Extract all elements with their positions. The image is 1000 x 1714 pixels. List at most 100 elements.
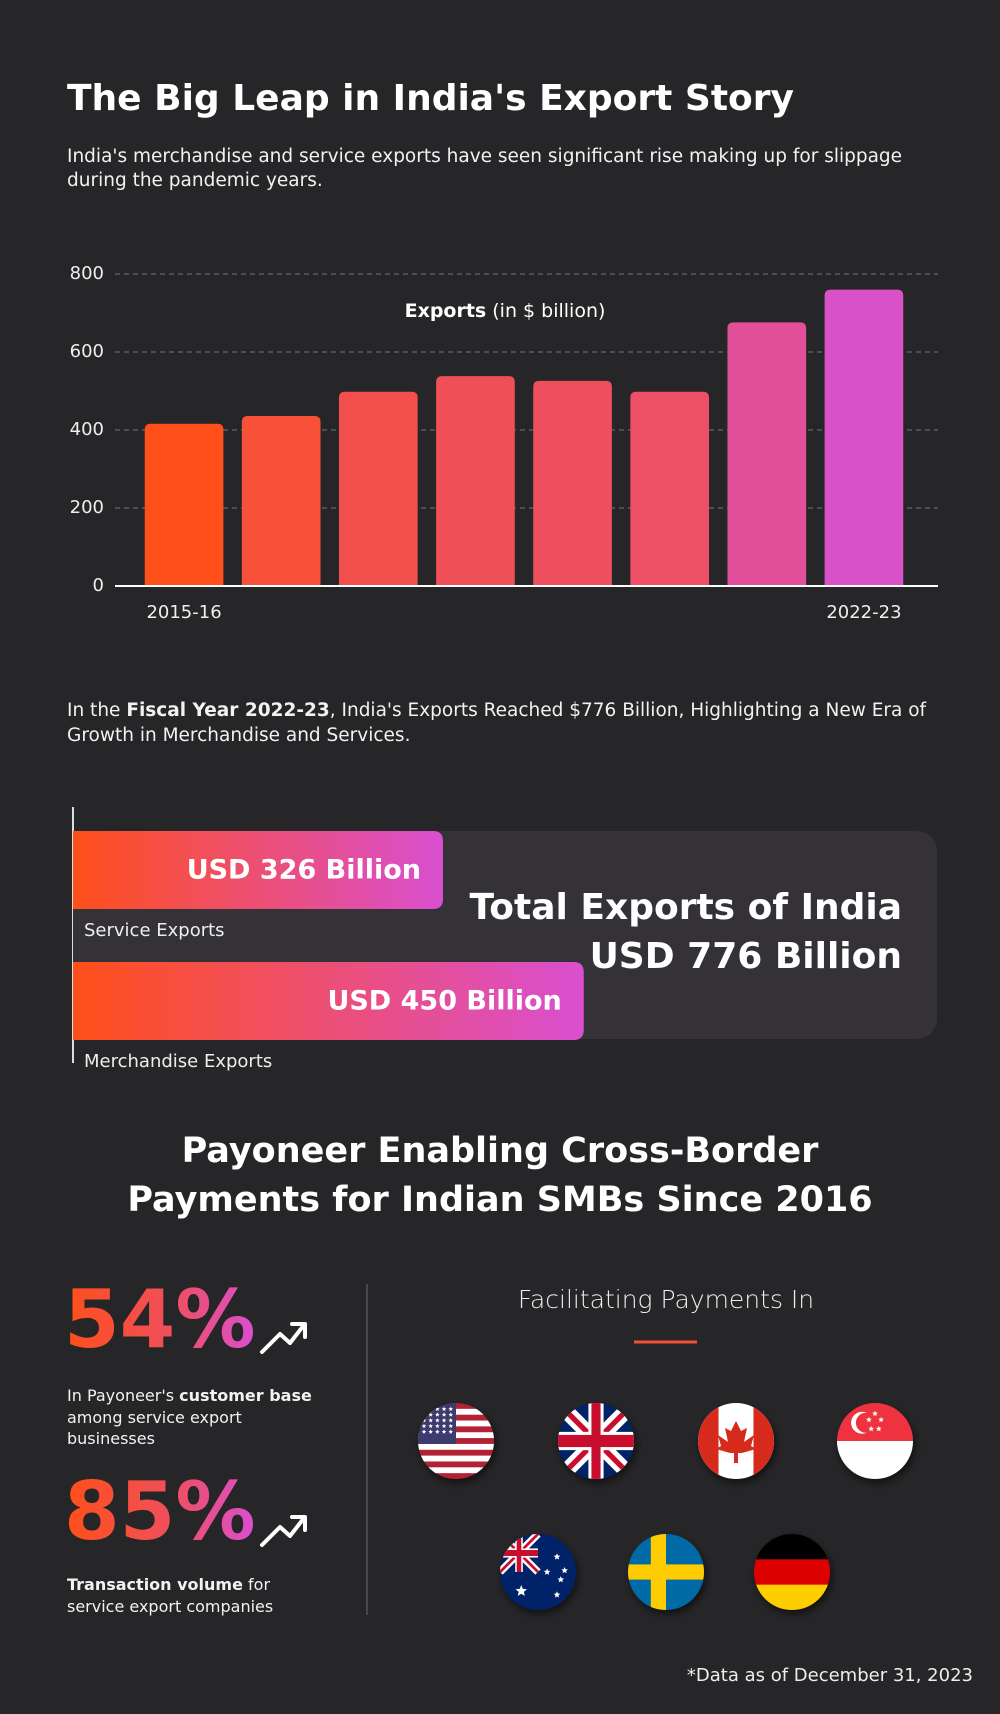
flag-star [448, 1406, 454, 1411]
flag [628, 1534, 704, 1610]
total-title: Total Exports of India [470, 887, 902, 928]
bar [630, 391, 710, 586]
flag-star [421, 1412, 427, 1417]
flag-art [500, 1534, 576, 1610]
flag-star [878, 1416, 884, 1423]
trend-icon [260, 1515, 307, 1547]
countries-title: Facilitating Payments In [518, 1285, 814, 1314]
chart-title-main: Exports [405, 300, 487, 322]
flag [418, 1403, 494, 1479]
flag-star [872, 1410, 878, 1417]
stat-figure: 85% [64, 1465, 255, 1558]
footnote: *Data as of December 31, 2023 [687, 1665, 973, 1686]
text-bold: customer base [179, 1386, 312, 1405]
flag [558, 1403, 634, 1479]
flag [754, 1534, 830, 1610]
flag-star [868, 1425, 875, 1432]
stat-text: Transaction volume for service export co… [67, 1574, 317, 1617]
flag-art [558, 1403, 634, 1479]
flag-star [428, 1412, 433, 1417]
text: In the [67, 700, 127, 721]
text: for service export companies [67, 1575, 274, 1616]
stat-text: In Payoneer's customer base among servic… [67, 1385, 317, 1450]
fiscal-note: In the Fiscal Year 2022-23, India's Expo… [67, 698, 947, 748]
title: The Big Leap in India's Export Story [67, 78, 794, 119]
flag-star [441, 1423, 447, 1429]
flag-star [448, 1429, 454, 1434]
flag [698, 1403, 774, 1479]
flag-star [435, 1429, 440, 1434]
bar [533, 380, 612, 586]
bar [338, 391, 418, 586]
flag-art [698, 1403, 774, 1479]
flag-star [435, 1412, 440, 1417]
bar [727, 322, 807, 586]
section-title: Payoneer Enabling Cross-Border [182, 1131, 820, 1171]
x-tick-label: 2022-23 [826, 602, 901, 623]
hbar [73, 831, 444, 909]
hbar [73, 962, 584, 1040]
category-label: Service Exports [84, 920, 225, 941]
flag-star [561, 1566, 568, 1574]
flag-part [418, 1443, 494, 1451]
text: , India's Exports Reached $776 Billion, … [67, 700, 927, 746]
bar [824, 289, 904, 586]
trend-icon [260, 1322, 307, 1354]
flag-star [421, 1423, 427, 1429]
y-tick-label: 800 [70, 263, 104, 284]
section-title: Payments for Indian SMBs Since 2016 [127, 1180, 872, 1220]
subtitle: India's merchandise and service exports … [67, 146, 903, 191]
bar [436, 376, 515, 586]
flag-art [628, 1534, 704, 1610]
category-label: Merchandise Exports [84, 1051, 272, 1072]
y-tick-label: 600 [70, 341, 104, 362]
y-tick-label: 200 [70, 497, 104, 518]
chart-title-note: (in $ billion) [492, 300, 605, 322]
bar [144, 423, 224, 586]
flag-star [441, 1412, 447, 1417]
flag [837, 1403, 913, 1479]
flag-part [591, 1403, 601, 1479]
flag-part [754, 1584, 830, 1610]
flag-star [435, 1418, 440, 1423]
flag-part [418, 1467, 494, 1474]
flag-part [418, 1449, 494, 1457]
flag-star [448, 1412, 454, 1417]
flag-star [428, 1423, 433, 1429]
flag-part [516, 1534, 522, 1572]
flag-part [754, 1559, 830, 1586]
total-label: USD 776 Billion [590, 936, 902, 977]
flag-star [448, 1418, 454, 1423]
flag-star [875, 1425, 882, 1432]
flag-star [435, 1423, 440, 1429]
flag-star [866, 1416, 872, 1423]
text: among service export businesses [67, 1407, 242, 1449]
flag-star [441, 1429, 447, 1434]
flag-star [421, 1406, 427, 1411]
flag-art [754, 1534, 830, 1610]
flag-leaf [716, 1421, 756, 1463]
flag-star [441, 1406, 447, 1411]
flag-star [428, 1406, 433, 1411]
flag-part [754, 1534, 830, 1560]
flag-part [650, 1534, 666, 1610]
flag-part [418, 1473, 494, 1479]
flag-part [837, 1441, 913, 1479]
text-bold: Transaction volume [67, 1575, 243, 1594]
flag-star [428, 1429, 433, 1434]
flag-star [557, 1576, 565, 1583]
flag-part [855, 1412, 876, 1433]
flag-part [418, 1455, 494, 1462]
flag-star [441, 1418, 447, 1423]
flag-star [421, 1429, 427, 1434]
flag-art [418, 1403, 494, 1479]
flag-star [428, 1418, 433, 1423]
flag-part [418, 1461, 494, 1468]
y-tick-label: 0 [93, 575, 104, 596]
value-label: USD 450 Billion [327, 986, 561, 1017]
chart-title: Exports (in $ billion) [405, 300, 606, 322]
text-bold: Fiscal Year 2022-23 [126, 700, 330, 721]
flag-star [435, 1406, 440, 1411]
